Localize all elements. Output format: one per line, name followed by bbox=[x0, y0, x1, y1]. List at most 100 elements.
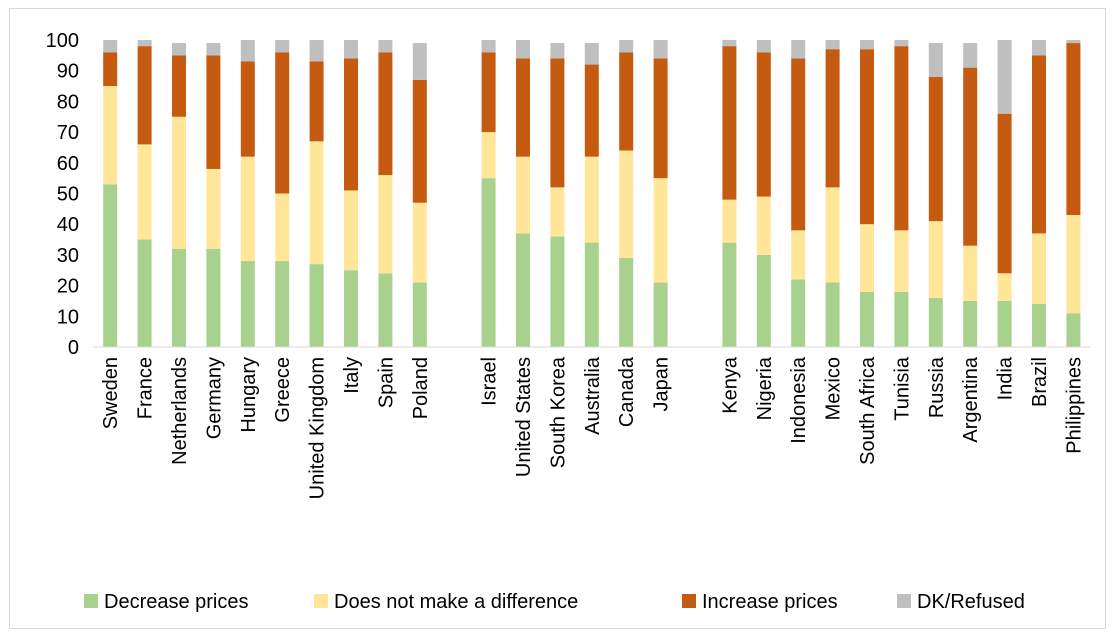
y-tick-label-90: 90 bbox=[57, 61, 79, 83]
bar-canada-decrease-prices bbox=[619, 257, 634, 347]
legend-label-dk-refused: DK/Refused bbox=[917, 591, 1025, 613]
bar-kenya-decrease-prices bbox=[722, 242, 737, 347]
y-tick-label-60: 60 bbox=[57, 153, 79, 175]
bar-poland-decrease-prices bbox=[412, 282, 427, 347]
bar-argentina-increase-prices bbox=[963, 67, 978, 246]
bar-south-korea-decrease-prices bbox=[550, 236, 565, 347]
bar-kenya-increase-prices bbox=[722, 46, 737, 200]
bar-united-kingdom-dk-refused bbox=[309, 40, 324, 62]
bar-mexico-decrease-prices bbox=[825, 282, 840, 347]
bar-united-kingdom-decrease-prices bbox=[309, 264, 324, 347]
x-tick-label-hungary: Hungary bbox=[238, 357, 260, 433]
y-tick-label-50: 50 bbox=[57, 184, 79, 206]
bar-france-decrease-prices bbox=[137, 239, 152, 347]
bar-israel-does-not-make-a-difference bbox=[481, 132, 496, 179]
bar-south-africa-dk-refused bbox=[860, 40, 874, 50]
bar-russia-does-not-make-a-difference bbox=[928, 221, 943, 298]
bar-argentina-dk-refused bbox=[963, 43, 978, 68]
bar-kenya-dk-refused bbox=[722, 40, 737, 47]
bar-netherlands-increase-prices bbox=[172, 55, 186, 117]
bar-poland-dk-refused bbox=[412, 43, 427, 80]
bars-layer bbox=[103, 40, 1081, 347]
x-tick-label-tunisia: Tunisia bbox=[891, 356, 913, 421]
x-tick-label-netherlands: Netherlands bbox=[169, 357, 191, 465]
y-tick-label-0: 0 bbox=[68, 337, 79, 359]
axes-layer: 0 10 20 30 40 50 60 70 80 90 100 Sweden France Nether… bbox=[46, 30, 1091, 499]
legend-label-does-not-make-a-difference: Does not make a difference bbox=[334, 591, 578, 613]
bar-nigeria-does-not-make-a-difference bbox=[756, 196, 771, 255]
x-tick-label-poland: Poland bbox=[410, 357, 432, 419]
x-tick-label-india: India bbox=[995, 356, 1017, 400]
bar-argentina-decrease-prices bbox=[963, 300, 978, 347]
bar-mexico-does-not-make-a-difference bbox=[825, 187, 840, 283]
x-tick-label-germany: Germany bbox=[203, 357, 225, 439]
bar-south-korea-does-not-make-a-difference bbox=[550, 187, 565, 237]
bar-greece-increase-prices bbox=[275, 52, 290, 194]
bar-poland-does-not-make-a-difference bbox=[412, 202, 427, 283]
x-tick-label-south-africa: South Africa bbox=[857, 356, 879, 465]
bar-spain-dk-refused bbox=[378, 40, 393, 53]
y-tick-label-20: 20 bbox=[57, 276, 79, 298]
bar-kenya-does-not-make-a-difference bbox=[722, 199, 737, 243]
bar-sweden-dk-refused bbox=[103, 40, 118, 53]
x-tick-label-israel: Israel bbox=[479, 357, 501, 406]
bar-australia-decrease-prices bbox=[584, 242, 599, 347]
bar-greece-does-not-make-a-difference bbox=[275, 193, 290, 262]
bar-india-increase-prices bbox=[997, 113, 1012, 274]
bar-germany-decrease-prices bbox=[206, 248, 221, 347]
bar-hungary-dk-refused bbox=[240, 40, 255, 62]
bar-india-decrease-prices bbox=[997, 300, 1012, 347]
bar-australia-dk-refused bbox=[584, 43, 599, 65]
bar-brazil-does-not-make-a-difference bbox=[1032, 233, 1046, 305]
bar-spain-decrease-prices bbox=[378, 273, 393, 347]
bar-italy-decrease-prices bbox=[344, 270, 358, 347]
bar-france-does-not-make-a-difference bbox=[137, 144, 152, 240]
bar-canada-does-not-make-a-difference bbox=[619, 150, 634, 258]
bar-italy-dk-refused bbox=[344, 40, 358, 59]
bar-france-increase-prices bbox=[137, 46, 152, 145]
bar-italy-increase-prices bbox=[344, 58, 358, 191]
bar-south-africa-increase-prices bbox=[860, 49, 874, 225]
bar-netherlands-decrease-prices bbox=[172, 248, 186, 347]
bar-japan-increase-prices bbox=[653, 58, 668, 179]
y-tick-label-30: 30 bbox=[57, 245, 79, 267]
x-tick-label-indonesia: Indonesia bbox=[788, 356, 810, 444]
bar-indonesia-does-not-make-a-difference bbox=[791, 230, 806, 280]
bar-united-states-decrease-prices bbox=[516, 233, 530, 347]
bar-poland-increase-prices bbox=[412, 79, 427, 203]
bar-russia-dk-refused bbox=[928, 43, 943, 77]
x-tick-label-south-korea: South Korea bbox=[547, 356, 569, 468]
bar-united-states-dk-refused bbox=[516, 40, 530, 59]
bar-nigeria-dk-refused bbox=[756, 40, 771, 53]
bar-tunisia-increase-prices bbox=[894, 46, 909, 231]
x-tick-label-canada: Canada bbox=[616, 356, 638, 427]
x-tick-label-spain: Spain bbox=[375, 357, 397, 408]
bar-united-kingdom-increase-prices bbox=[309, 61, 324, 142]
bar-greece-decrease-prices bbox=[275, 261, 290, 347]
x-tick-label-philippines: Philippines bbox=[1063, 357, 1085, 454]
bar-hungary-does-not-make-a-difference bbox=[240, 156, 255, 262]
x-tick-label-kenya: Kenya bbox=[719, 356, 741, 414]
bar-germany-increase-prices bbox=[206, 55, 221, 169]
legend-label-increase-prices: Increase prices bbox=[702, 591, 838, 613]
bar-sweden-does-not-make-a-difference bbox=[103, 86, 118, 185]
legend: Decrease prices Does not make a differenc… bbox=[84, 591, 1025, 613]
bar-indonesia-dk-refused bbox=[791, 40, 806, 59]
bar-germany-does-not-make-a-difference bbox=[206, 168, 221, 249]
bar-sweden-increase-prices bbox=[103, 52, 118, 87]
bar-japan-does-not-make-a-difference bbox=[653, 178, 668, 283]
bar-india-does-not-make-a-difference bbox=[997, 273, 1012, 301]
bar-germany-dk-refused bbox=[206, 43, 221, 56]
bar-france-dk-refused bbox=[137, 40, 152, 47]
bar-netherlands-dk-refused bbox=[172, 43, 186, 56]
x-tick-label-sweden: Sweden bbox=[100, 357, 122, 429]
x-tick-label-united-states: United States bbox=[513, 357, 535, 477]
x-tick-label-greece: Greece bbox=[272, 357, 294, 423]
bar-india-dk-refused bbox=[997, 40, 1012, 114]
y-tick-label-70: 70 bbox=[57, 122, 79, 144]
x-tick-label-russia: Russia bbox=[926, 356, 948, 418]
bar-argentina-does-not-make-a-difference bbox=[963, 245, 978, 301]
bar-south-korea-increase-prices bbox=[550, 58, 565, 188]
bar-hungary-increase-prices bbox=[240, 61, 255, 157]
